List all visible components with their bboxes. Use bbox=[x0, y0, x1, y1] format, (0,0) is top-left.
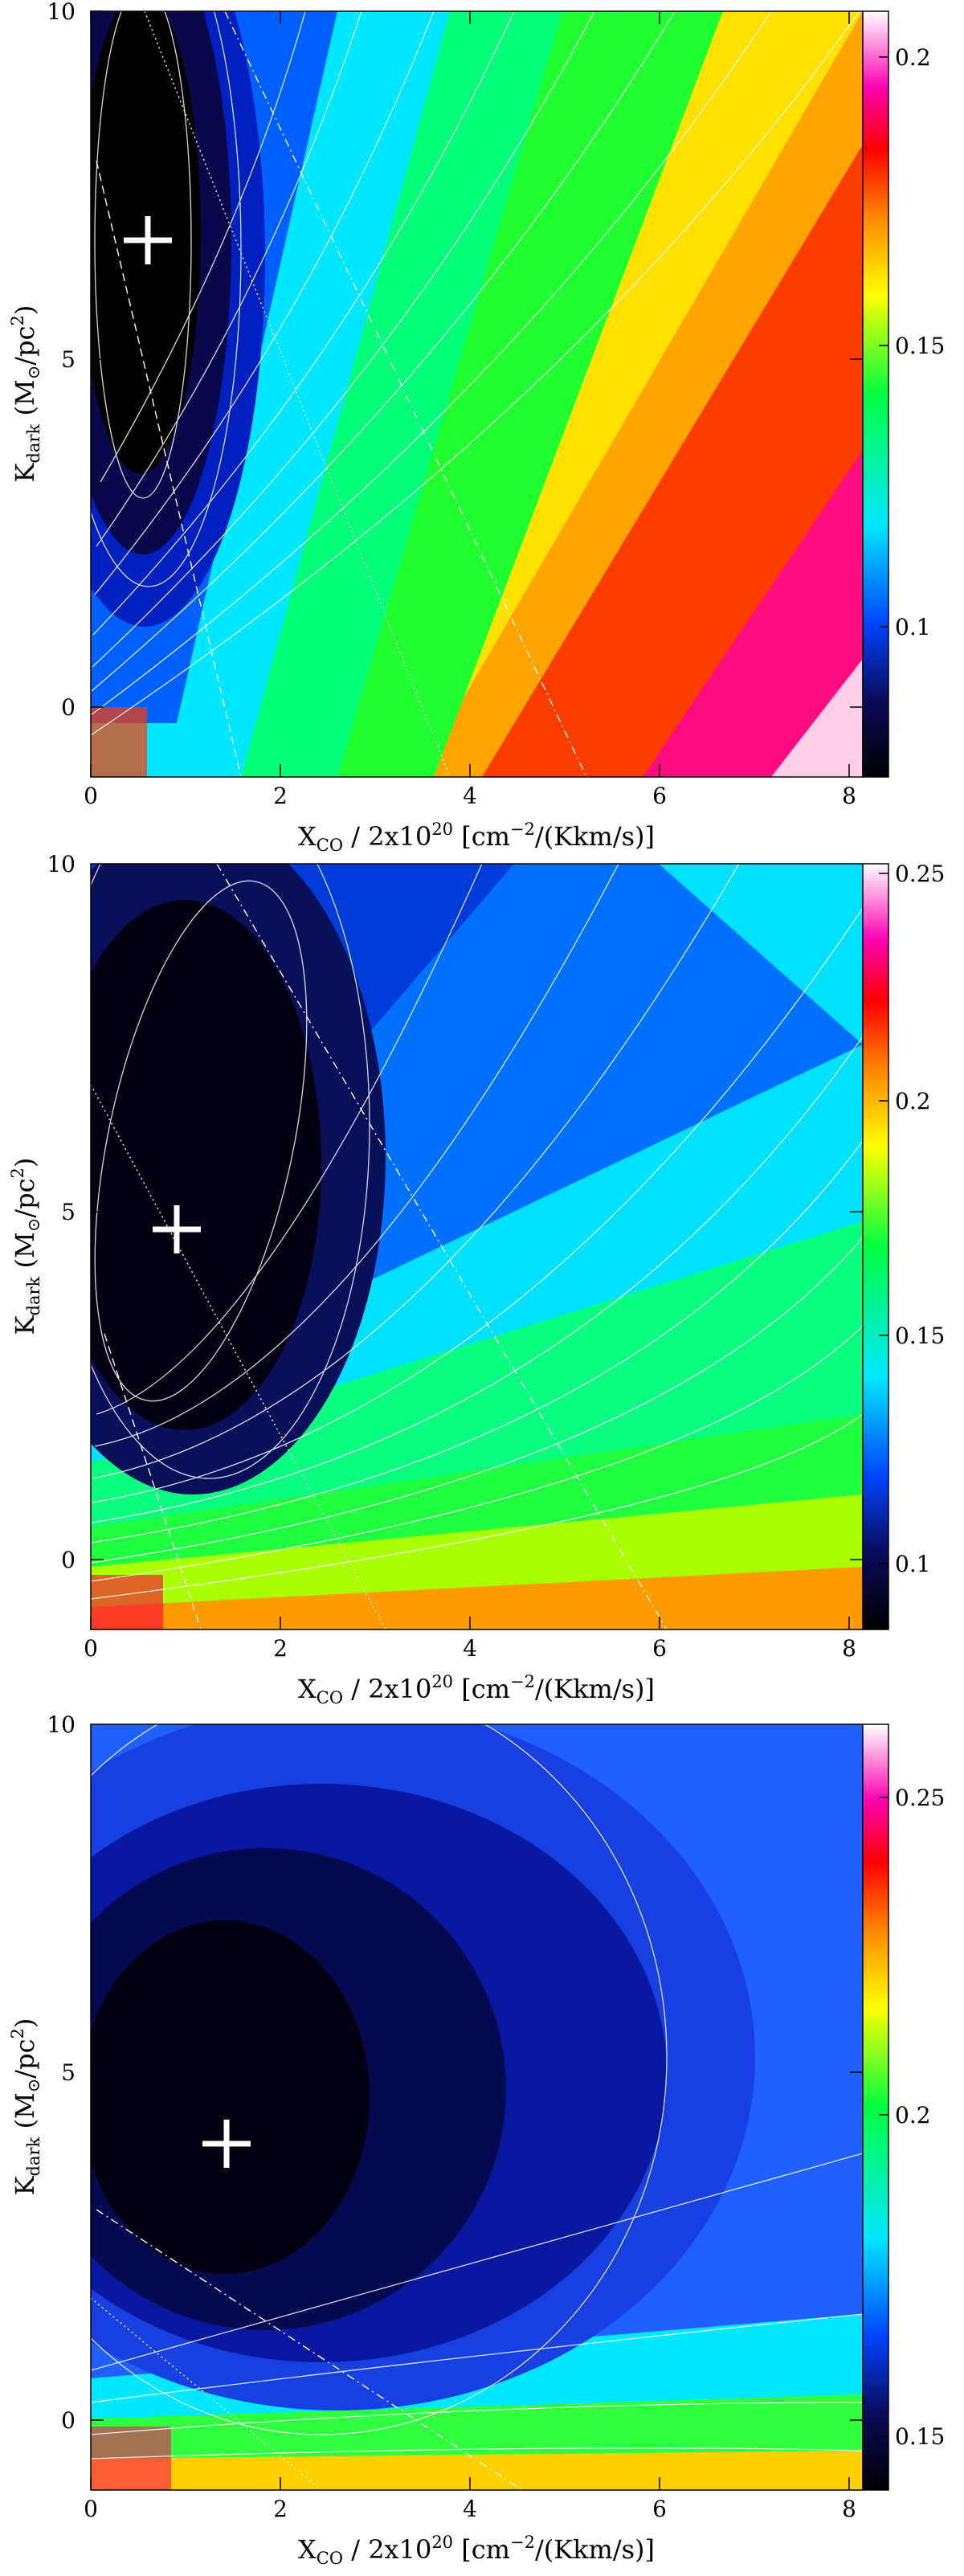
x-tick-3-1: 2 bbox=[273, 2496, 288, 2522]
y-label-1: Kdark (M⊙/pc2) bbox=[8, 305, 43, 483]
x-tick-1-2: 4 bbox=[463, 783, 477, 809]
cbar-tick-1-0: 0.1 bbox=[895, 614, 931, 640]
x-tick-3-4: 8 bbox=[842, 2496, 856, 2522]
y-tick-1-0: 0 bbox=[61, 694, 76, 721]
panel-3: 0.15 0.2 0.25 0 2 4 6 8 0 5 10 XCO / 2x1… bbox=[8, 1711, 945, 2568]
x-tick-1-0: 0 bbox=[84, 783, 98, 809]
cbar-tick-3-2: 0.25 bbox=[895, 1785, 945, 1811]
panel-2: 0.1 0.15 0.2 0.25 0 2 4 6 8 0 5 10 XCO /… bbox=[8, 851, 945, 1707]
y-tick-1-2: 10 bbox=[47, 0, 76, 25]
y-tick-2-2: 10 bbox=[47, 851, 76, 877]
x-tick-2-4: 8 bbox=[842, 1635, 856, 1662]
cbar-tick-1-1: 0.15 bbox=[895, 333, 945, 359]
best-fit-marker-3 bbox=[202, 2120, 251, 2168]
y-tick-1-1: 5 bbox=[61, 346, 76, 373]
x-label-1: XCO / 2x1020 [cm−2/(Kkm/s)] bbox=[298, 820, 655, 855]
x-tick-3-3: 6 bbox=[652, 2496, 667, 2522]
x-label-3: XCO / 2x1020 [cm−2/(Kkm/s)] bbox=[298, 2533, 655, 2568]
heatmap-2 bbox=[91, 864, 863, 1629]
colorbar-2 bbox=[863, 864, 888, 1629]
x-tick-2-3: 6 bbox=[652, 1635, 667, 1662]
x-tick-1-3: 6 bbox=[652, 783, 667, 809]
x-tick-3-2: 4 bbox=[463, 2496, 477, 2522]
cbar-tick-3-1: 0.2 bbox=[895, 2102, 931, 2128]
x-tick-1-1: 2 bbox=[273, 783, 288, 809]
colorbar-1 bbox=[863, 11, 888, 777]
best-fit-marker-2 bbox=[153, 1205, 201, 1253]
x-tick-3-0: 0 bbox=[84, 2496, 98, 2522]
y-tick-2-0: 0 bbox=[61, 1547, 76, 1573]
x-label-2: XCO / 2x1020 [cm−2/(Kkm/s)] bbox=[298, 1672, 655, 1707]
cbar-tick-3-0: 0.15 bbox=[895, 2423, 945, 2450]
x-tick-2-0: 0 bbox=[84, 1635, 98, 1662]
x-tick-1-4: 8 bbox=[842, 783, 856, 809]
y-tick-3-0: 0 bbox=[61, 2407, 76, 2434]
cbar-tick-2-1: 0.15 bbox=[895, 1323, 945, 1349]
y-tick-3-1: 5 bbox=[61, 2059, 76, 2086]
y-tick-3-2: 10 bbox=[47, 1711, 76, 1738]
cbar-tick-2-2: 0.2 bbox=[895, 1088, 931, 1114]
cbar-tick-2-0: 0.1 bbox=[895, 1551, 931, 1577]
y-label-2: Kdark (M⊙/pc2) bbox=[8, 1158, 43, 1335]
cbar-tick-1-2: 0.2 bbox=[895, 44, 931, 71]
x-tick-2-2: 4 bbox=[463, 1635, 477, 1662]
y-tick-2-1: 5 bbox=[61, 1199, 76, 1225]
cbar-tick-2-3: 0.25 bbox=[895, 861, 945, 887]
best-fit-marker-1 bbox=[124, 216, 172, 264]
heatmap-3 bbox=[91, 1724, 863, 2490]
colorbar-3 bbox=[863, 1724, 888, 2490]
panel-1: 0.1 0.15 0.2 0 2 4 6 8 0 5 10 XCO / 2x10… bbox=[8, 0, 945, 855]
y-label-3: Kdark (M⊙/pc2) bbox=[8, 2018, 43, 2196]
heatmap-1 bbox=[91, 11, 863, 777]
axis-ticks-1 bbox=[90, 10, 863, 777]
x-tick-2-1: 2 bbox=[273, 1635, 288, 1662]
